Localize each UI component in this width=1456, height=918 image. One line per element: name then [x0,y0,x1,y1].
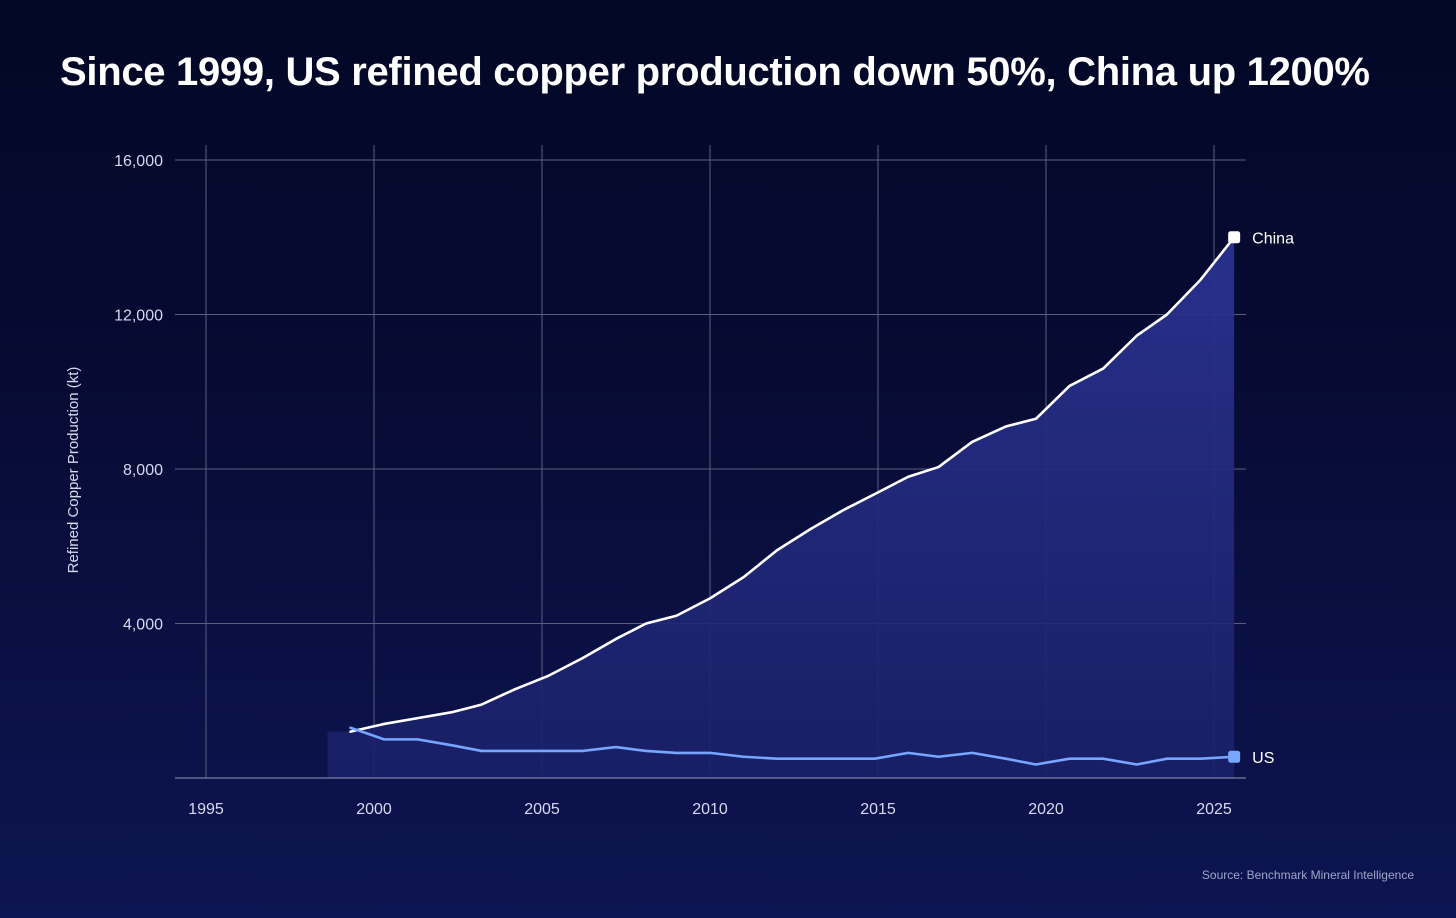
series-end-marker-us [1228,750,1241,763]
x-tick-label-2005: 2005 [524,801,560,818]
y-tick-label-8,000: 8,000 [123,462,163,479]
tick-labels: 1995 2000 2005 2010 2015 2020 2025 4,000 8,000 12… [114,153,1232,818]
area-layer [327,237,1235,778]
chart-title: Since 1999, US refined copper production… [60,50,1370,94]
source-note: Source: Benchmark Mineral Intelligence [1201,868,1414,882]
series-line-china [349,235,1236,733]
series-markers: China US [1228,230,1294,767]
series-label-us: US [1252,750,1274,767]
series-lines [349,235,1236,766]
grid-lines [175,145,1246,778]
y-tick-label-4,000: 4,000 [123,617,163,634]
y-axis-label: Refined Copper Production (kt) [65,367,82,574]
series-end-marker-china [1228,231,1241,244]
x-tick-label-2025: 2025 [1196,801,1232,818]
x-tick-label-2000: 2000 [356,801,392,818]
x-tick-label-2010: 2010 [692,801,728,818]
series-label-china: China [1252,230,1294,247]
x-tick-label-1995: 1995 [188,801,224,818]
series-area-china [327,237,1235,778]
y-tick-label-12,000: 12,000 [114,308,163,325]
x-tick-label-2015: 2015 [860,801,896,818]
x-tick-label-2020: 2020 [1028,801,1064,818]
y-tick-label-16,000: 16,000 [114,153,163,170]
series-line-us [349,726,1236,766]
